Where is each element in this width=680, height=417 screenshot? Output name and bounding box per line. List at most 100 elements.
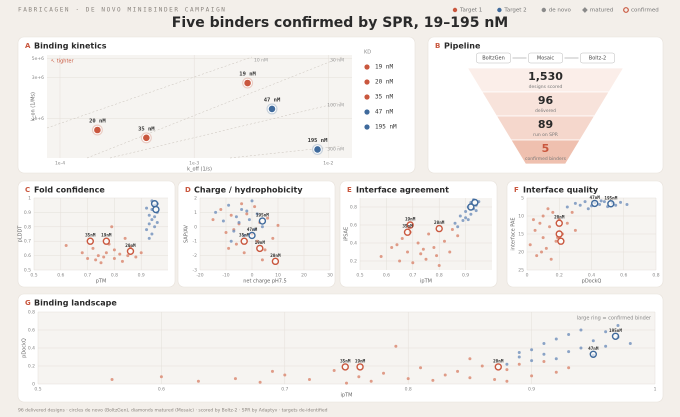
design-point	[153, 215, 157, 219]
design-point	[147, 222, 151, 226]
point-label: 35nM	[239, 233, 250, 239]
point-label: 20nM	[434, 220, 445, 226]
point-label: 20nM	[270, 253, 281, 259]
design-point	[155, 220, 159, 224]
y-tick-label: 1	[28, 196, 31, 202]
x-axis-label: ipTM	[341, 393, 353, 399]
funnel-label: run on SPR	[533, 132, 558, 138]
design-point	[102, 255, 106, 259]
y-tick-label: 20	[518, 250, 524, 256]
design-point	[579, 328, 583, 332]
x-tick-label: 0.6	[383, 273, 390, 279]
design-point	[533, 228, 537, 232]
design-point	[219, 208, 223, 212]
x-tick-label: 0.2	[556, 273, 563, 279]
x-tick-label: -10	[222, 273, 229, 279]
y-tick-label: 5e+6	[32, 56, 44, 62]
design-point	[271, 236, 275, 240]
design-point	[540, 250, 544, 254]
panel-title: Pipeline	[444, 42, 481, 51]
design-point	[567, 366, 571, 370]
y-tick-label: 0.8	[28, 310, 35, 316]
design-point	[196, 379, 200, 383]
x-tick-label: 0.9	[138, 273, 145, 279]
confirmed-binder	[557, 237, 565, 245]
legend-marker	[363, 78, 371, 86]
design-point	[453, 221, 457, 225]
design-point	[468, 376, 472, 380]
y-tick-label: -1	[193, 239, 198, 245]
legend-marker	[497, 7, 502, 13]
confirmed-binder	[555, 219, 563, 227]
x-tick-label: 0.8	[436, 273, 443, 279]
y-tick-label: 2	[194, 196, 197, 202]
panel-letter: D	[185, 186, 191, 194]
design-point	[517, 351, 521, 354]
point-label: 19nM	[355, 358, 366, 364]
design-point	[570, 210, 574, 214]
design-point	[505, 368, 509, 372]
y-tick-label: 0.6	[350, 223, 357, 229]
design-point	[126, 254, 130, 258]
design-point	[591, 339, 595, 343]
design-point	[159, 375, 163, 379]
design-point	[464, 216, 468, 220]
x-tick-label: 0.6	[620, 273, 627, 279]
x-tick-label: 1e-3	[189, 161, 199, 167]
legend-label: Target 2	[503, 8, 526, 14]
legend-marker	[363, 93, 371, 101]
confirmed-binder	[403, 228, 412, 236]
design-point	[224, 231, 228, 235]
design-point	[437, 264, 441, 267]
design-point	[145, 206, 149, 210]
confirmed-binder	[267, 104, 277, 114]
design-point	[424, 257, 428, 261]
funnel-label: confirmed binders	[525, 156, 567, 162]
design-point	[541, 214, 545, 218]
confirmed-binder	[435, 224, 443, 233]
kicker: FABRICAGEN · DE NOVO MINIBINDER CAMPAIGN	[18, 7, 227, 14]
iso-kd-label: 10 nM	[254, 58, 268, 64]
design-point	[573, 201, 577, 205]
panel-letter: A	[25, 42, 31, 50]
page-title: Five binders confirmed by SPR, 19–195 nM	[172, 15, 509, 31]
point-label: 19 nM	[239, 72, 256, 78]
x-tick-label: 1e-4	[55, 161, 65, 167]
design-point	[237, 220, 241, 224]
legend-marker	[541, 7, 546, 13]
design-point	[382, 371, 386, 375]
design-point	[104, 251, 108, 255]
panel-title: Binding kinetics	[34, 42, 107, 51]
x-tick-label: -20	[196, 273, 203, 279]
design-point	[94, 258, 98, 262]
y-tick-label: 0.8	[24, 224, 31, 230]
legend-label: confirmed	[631, 8, 659, 14]
y-tick-label: 5	[521, 196, 524, 202]
step-label: BoltzGen	[482, 56, 505, 62]
design-point	[530, 348, 534, 352]
design-point	[416, 241, 420, 245]
legend-label: 195 nM	[375, 124, 397, 131]
step-box	[476, 52, 511, 64]
y-tick-label: 10	[518, 214, 524, 220]
iso-kd-line	[86, 56, 343, 159]
confirmed-binder	[248, 231, 256, 240]
y-tick-label: 0.5	[24, 268, 31, 274]
design-point	[260, 225, 264, 229]
design-point	[234, 215, 238, 219]
design-point	[369, 379, 373, 383]
confirmed-binder	[142, 133, 151, 143]
design-point	[307, 378, 311, 381]
design-point	[565, 221, 569, 225]
legend-label: 35 nM	[375, 94, 393, 101]
point-label: 20nM	[554, 215, 565, 221]
design-point	[110, 378, 114, 381]
design-point	[99, 261, 103, 265]
panel-title: Interface agreement	[356, 186, 449, 195]
x-axis-label: ipTM	[420, 279, 432, 285]
legend-marker	[623, 7, 629, 13]
x-tick-label: 0	[526, 273, 529, 279]
design-point	[240, 202, 244, 206]
